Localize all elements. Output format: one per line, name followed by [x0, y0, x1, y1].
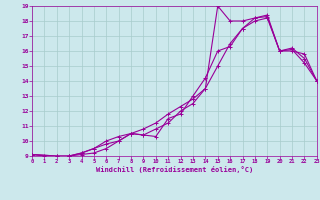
X-axis label: Windchill (Refroidissement éolien,°C): Windchill (Refroidissement éolien,°C) [96, 166, 253, 173]
